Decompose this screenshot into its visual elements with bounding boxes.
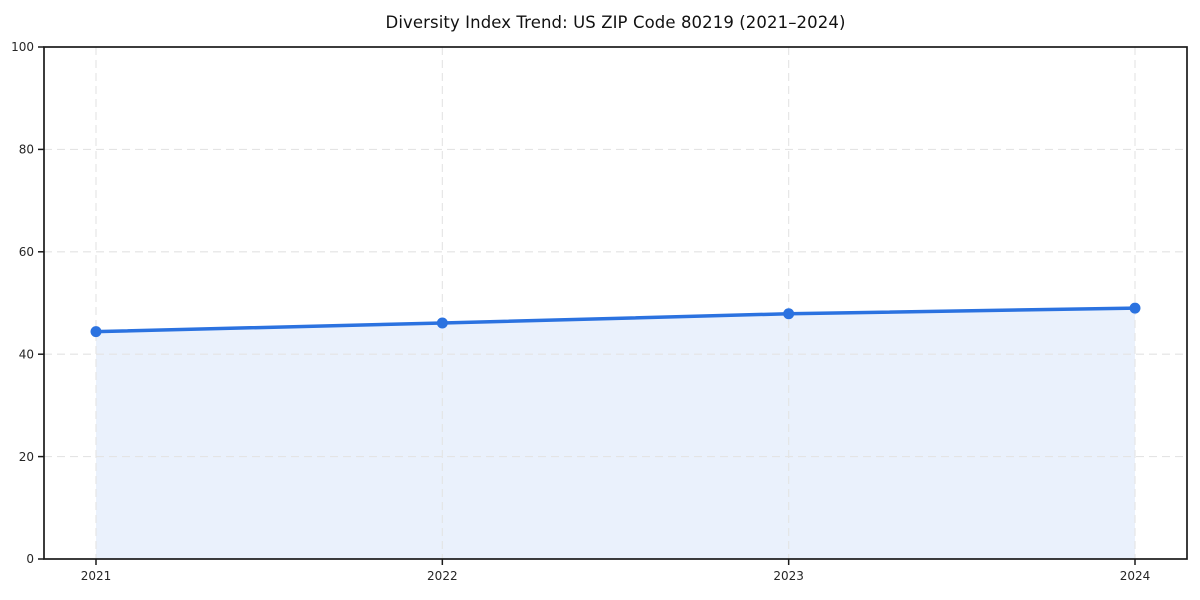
data-point-2024 bbox=[1129, 302, 1141, 314]
x-tick-label: 2023 bbox=[773, 569, 804, 583]
y-tick-label: 80 bbox=[19, 143, 34, 157]
y-tick-label: 0 bbox=[26, 552, 34, 566]
y-tick-label: 40 bbox=[19, 347, 34, 361]
x-tick-label: 2021 bbox=[81, 569, 112, 583]
data-point-2022 bbox=[436, 317, 448, 329]
x-tick-label: 2024 bbox=[1120, 569, 1151, 583]
data-point-2021 bbox=[90, 326, 102, 338]
plot-border bbox=[43, 46, 1188, 560]
trend-line bbox=[94, 306, 1137, 334]
y-tick-label: 20 bbox=[19, 450, 34, 464]
y-tick-label: 100 bbox=[11, 40, 34, 54]
data-point-2023 bbox=[783, 308, 795, 320]
x-tick-label: 2022 bbox=[427, 569, 458, 583]
y-tick-label: 60 bbox=[19, 245, 34, 259]
chart-title: Diversity Index Trend: US ZIP Code 80219… bbox=[385, 13, 846, 32]
area-fill bbox=[96, 308, 1135, 559]
